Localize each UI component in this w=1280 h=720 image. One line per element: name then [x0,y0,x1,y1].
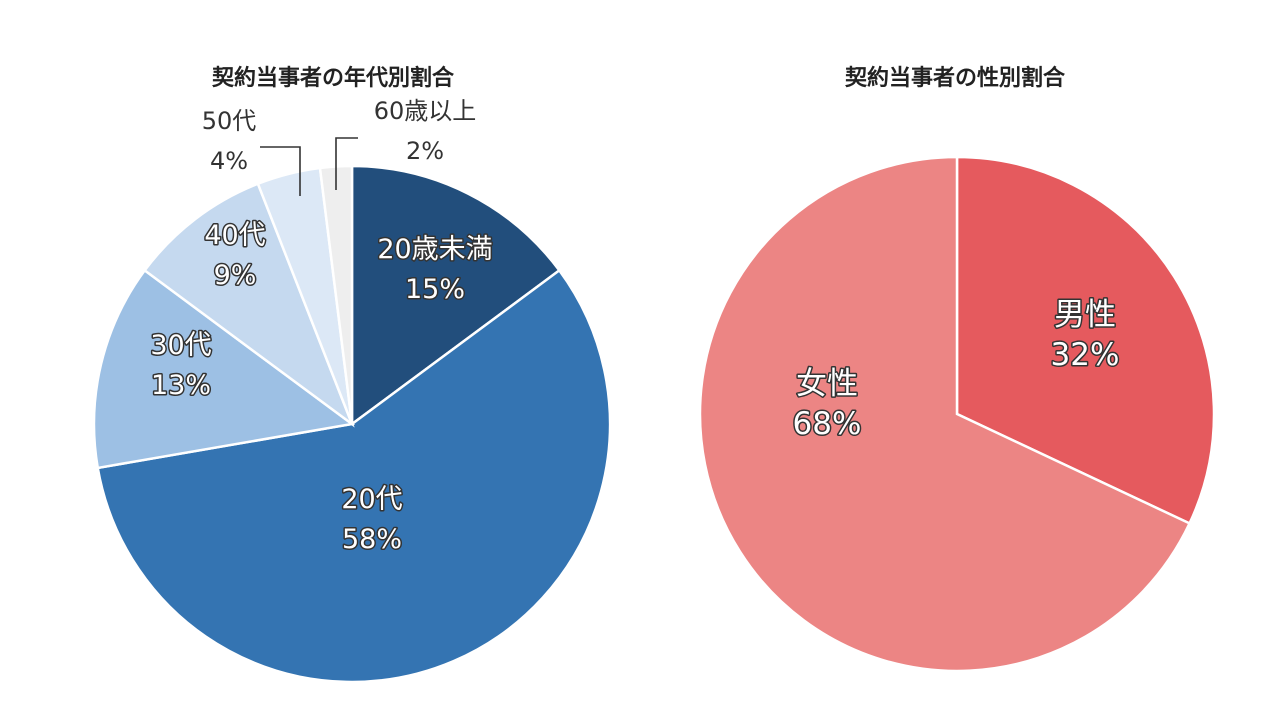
slice-value-label: 4% [210,147,248,175]
pie-slice [955,155,1216,526]
slice-value-label: 58% [342,524,402,555]
pie-slice [698,155,1192,673]
gender-pie: 男性 32% 女性 68% [698,155,1216,673]
pie-slice [142,182,355,428]
pie-slice [350,164,562,427]
age-pie: 20歳未満 15% 20代 58% 30代 13% 40代 9% 50代 4% 60歳以上 2% [92,97,612,684]
slice-label: 男性 [1054,297,1116,333]
slice-value-label: 32% [1051,337,1120,373]
slice-label: 60歳以上 [374,97,477,125]
slice-label: 女性 [796,366,858,402]
slice-value-label: 9% [214,260,257,291]
pie-slice [96,268,612,684]
gender-chart-title: 契約当事者の性別割合 [844,65,1066,91]
slice-value-label: 2% [406,137,444,165]
slice-value-label: 68% [793,406,862,442]
slice-label: 20代 [341,484,402,515]
slice-label: 30代 [150,330,211,361]
slice-value-label: 15% [405,274,465,305]
age-chart-title: 契約当事者の年代別割合 [211,65,455,91]
slice-label: 50代 [202,107,257,135]
pie-slice [92,268,356,470]
leader-line [260,146,301,196]
slice-label: 20歳未満 [377,234,492,265]
slice-label: 40代 [204,220,265,251]
leader-line [335,137,358,190]
slice-value-label: 13% [151,370,211,401]
